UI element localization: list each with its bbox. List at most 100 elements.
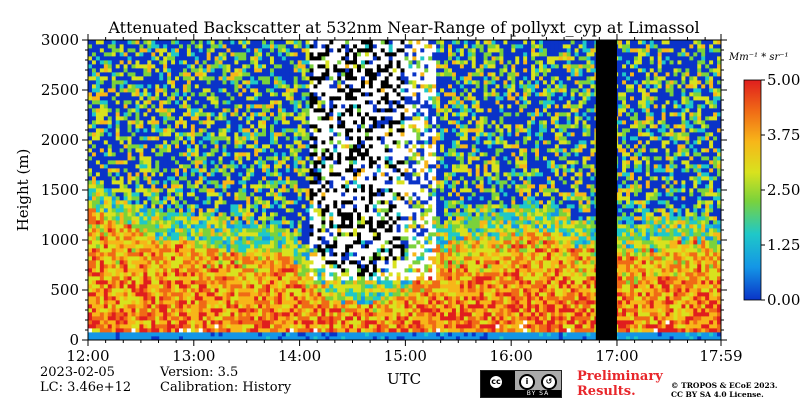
heatmap-cell <box>210 232 215 237</box>
heatmap-cell <box>131 244 136 249</box>
heatmap-cell <box>242 52 247 57</box>
heatmap-cell <box>301 112 306 117</box>
heatmap-cell <box>214 336 219 340</box>
heatmap-cell <box>254 128 259 133</box>
heatmap-cell <box>297 172 303 177</box>
heatmap-cell <box>273 220 279 225</box>
heatmap-cell <box>289 264 295 269</box>
heatmap-cell <box>258 100 263 105</box>
heatmap-cell <box>218 96 223 101</box>
heatmap-cell <box>329 148 334 153</box>
heatmap-cell <box>250 244 255 249</box>
heatmap-cell <box>190 332 196 337</box>
heatmap-cell <box>163 48 168 53</box>
heatmap-cell <box>254 280 259 285</box>
heatmap-cell <box>91 64 97 69</box>
heatmap-cell <box>289 256 295 261</box>
heatmap-cell <box>250 100 255 105</box>
heatmap-cell <box>333 92 338 97</box>
heatmap-cell <box>305 160 310 165</box>
heatmap-cell <box>202 152 208 157</box>
heatmap-cell <box>293 84 299 89</box>
heatmap-cell <box>246 252 251 257</box>
heatmap-cell <box>147 196 152 201</box>
heatmap-cell <box>345 52 350 57</box>
heatmap-cell <box>277 300 283 305</box>
heatmap-cell <box>178 308 184 313</box>
heatmap-cell <box>313 272 318 277</box>
heatmap-cell <box>95 332 101 337</box>
heatmap-cell <box>206 52 212 57</box>
heatmap-cell <box>226 152 231 157</box>
heatmap-cell <box>309 80 314 85</box>
heatmap-cell <box>250 164 255 169</box>
heatmap-cell <box>111 184 117 189</box>
heatmap-cell <box>246 236 251 241</box>
heatmap-cell <box>107 288 113 293</box>
heatmap-cell <box>293 100 299 105</box>
heatmap-cell <box>186 264 192 269</box>
heatmap-cell <box>202 72 208 77</box>
heatmap-cell <box>194 116 200 121</box>
heatmap-cell <box>277 80 283 85</box>
heatmap-cell <box>254 212 259 217</box>
heatmap-cell <box>222 148 227 153</box>
heatmap-cell <box>210 208 215 213</box>
heatmap-cell <box>250 252 255 257</box>
heatmap-cell <box>194 148 200 153</box>
heatmap-cell <box>293 316 299 321</box>
heatmap-cell <box>119 108 125 113</box>
heatmap-cell <box>262 172 267 177</box>
heatmap-cell <box>99 228 105 233</box>
heatmap-cell <box>297 68 303 73</box>
heatmap-cell <box>91 240 97 245</box>
heatmap-cell <box>234 72 239 77</box>
heatmap-cell <box>139 320 144 325</box>
heatmap-cell <box>309 316 314 321</box>
heatmap-cell <box>163 132 168 137</box>
heatmap-cell <box>333 300 338 305</box>
heatmap-cell <box>325 300 330 305</box>
heatmap-cell <box>107 192 113 197</box>
heatmap-cell <box>210 120 215 125</box>
heatmap-cell <box>297 280 303 285</box>
heatmap-cell <box>254 188 259 193</box>
heatmap-cell <box>143 232 148 237</box>
heatmap-cell <box>95 308 101 313</box>
heatmap-cell <box>325 252 330 257</box>
heatmap-cell <box>107 56 113 61</box>
heatmap-cell <box>143 316 148 321</box>
heatmap-cell <box>333 224 338 229</box>
heatmap-cell <box>325 232 330 237</box>
heatmap-cell <box>139 280 144 285</box>
heatmap-cell <box>103 136 109 141</box>
heatmap-cell <box>333 192 338 197</box>
heatmap-cell <box>337 56 342 61</box>
heatmap-cell <box>266 308 271 313</box>
heatmap-cell <box>218 44 223 49</box>
heatmap-cell <box>325 136 330 141</box>
heatmap-cell <box>269 296 275 301</box>
heatmap-cell <box>313 300 318 305</box>
heatmap-cell <box>123 276 128 281</box>
heatmap-cell <box>151 240 156 245</box>
heatmap-cell <box>119 72 125 77</box>
heatmap-cell <box>214 256 219 261</box>
heatmap-cell <box>210 260 215 265</box>
heatmap-cell <box>273 296 279 301</box>
heatmap-cell <box>178 196 184 201</box>
heatmap-cell <box>119 328 125 333</box>
heatmap-cell <box>123 248 128 253</box>
heatmap-cell <box>123 336 128 340</box>
heatmap-cell <box>289 84 295 89</box>
heatmap-cell <box>226 316 231 321</box>
heatmap-cell <box>222 52 227 57</box>
heatmap-cell <box>178 84 184 89</box>
heatmap-cell <box>178 316 184 321</box>
heatmap-cell <box>127 220 132 225</box>
heatmap-cell <box>131 164 136 169</box>
heatmap-cell <box>337 268 342 273</box>
heatmap-cell <box>305 144 310 149</box>
heatmap-cell <box>293 296 299 301</box>
heatmap-cell <box>178 204 184 209</box>
